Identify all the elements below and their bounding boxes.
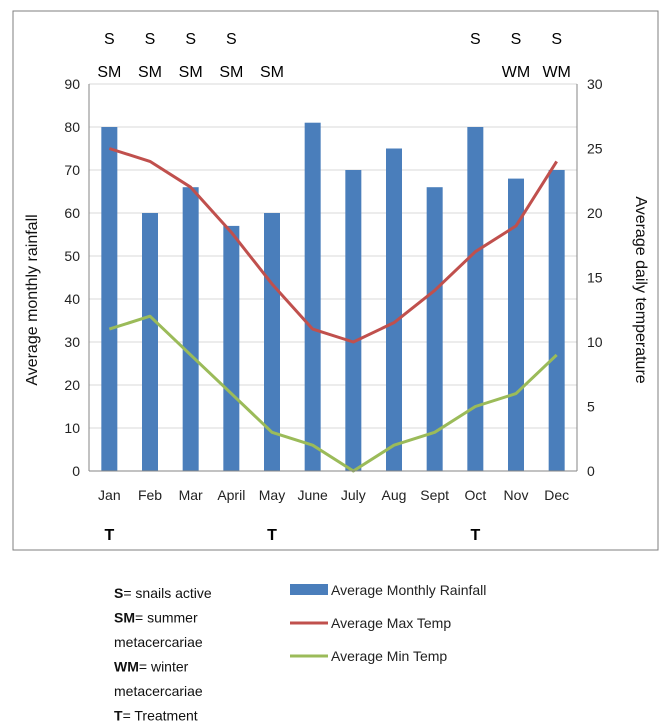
y-tick-label: 0 [72, 463, 80, 479]
legend-label: Average Monthly Rainfall [331, 582, 486, 598]
key-description: metacercariae [114, 683, 203, 699]
metacercariae-mark: WM [542, 64, 570, 81]
y2-axis-title: Average daily temperature [632, 196, 649, 383]
treatment-mark: T [104, 527, 114, 544]
y2-tick-label: 20 [587, 205, 603, 221]
treatment-mark: T [470, 527, 480, 544]
metacercariae-mark: SM [260, 64, 284, 81]
snails-active-mark: S [185, 31, 196, 48]
snails-active-mark: S [145, 31, 156, 48]
rainfall-bar [142, 213, 158, 471]
y2-tick-label: 30 [587, 76, 603, 92]
x-tick-label: Dec [544, 487, 569, 503]
snails-active-mark: S [551, 31, 562, 48]
x-tick-label: Feb [138, 487, 162, 503]
snails-active-mark: S [470, 31, 481, 48]
x-tick-label: Oct [464, 487, 486, 503]
rainfall-bar [426, 187, 443, 471]
key-abbrev: T [114, 708, 123, 724]
min-temp-line [108, 314, 558, 473]
rainfall-bar [548, 170, 565, 471]
key-description: = snails active [123, 585, 212, 601]
max-temp-line [108, 147, 558, 344]
right-axis-ticks: 0 5 10 15 20 25 30 [587, 76, 603, 479]
y-tick-label: 50 [64, 248, 80, 264]
rainfall-bar [508, 178, 524, 471]
key-description: = Treatment [123, 708, 198, 724]
key-description: = winter [139, 659, 189, 675]
key-abbrev: SM [114, 610, 135, 626]
legend: Average Monthly Rainfall Average Max Temp… [290, 582, 486, 664]
top-annotations: S SM S SM S SM S SM SM S S WM S WM [97, 31, 571, 81]
rainfall-bar [182, 187, 199, 471]
key-line: T= Treatment [114, 708, 198, 724]
y2-tick-label: 15 [587, 270, 603, 286]
y2-tick-label: 25 [587, 141, 603, 157]
x-tick-label: Sept [420, 487, 449, 503]
y-tick-label: 40 [64, 291, 80, 307]
key-line: metacercariae [114, 634, 203, 650]
legend-label: Average Min Temp [331, 648, 447, 664]
y-tick-label: 60 [64, 205, 80, 221]
key-abbrev: WM [114, 659, 139, 675]
key-line: metacercariae [114, 683, 203, 699]
rainfall-bar [386, 148, 402, 471]
x-tick-label: May [259, 487, 285, 503]
metacercariae-mark: SM [138, 64, 162, 81]
key-line: WM= winter [114, 659, 189, 675]
rainfall-bar [101, 127, 118, 471]
key-line: S= snails active [114, 585, 212, 601]
temperature-lines [108, 147, 558, 473]
key-description: = summer [135, 610, 198, 626]
rainfall-bar [223, 225, 240, 471]
y-tick-label: 30 [64, 334, 80, 350]
y2-tick-label: 5 [587, 399, 595, 415]
snails-active-mark: S [104, 31, 115, 48]
key-abbrev: S [114, 585, 123, 601]
y-tick-label: 10 [64, 420, 80, 436]
x-tick-label: Mar [179, 487, 203, 503]
key-description: metacercariae [114, 634, 203, 650]
x-tick-label: April [217, 487, 245, 503]
key-line: SM= summer [114, 610, 198, 626]
x-tick-label: Jan [98, 487, 121, 503]
x-tick-label: June [297, 487, 328, 503]
x-tick-label: Aug [382, 487, 407, 503]
legend-swatch-rainfall [290, 584, 328, 595]
rainfall-bars [101, 122, 565, 471]
treatment-mark: T [267, 527, 277, 544]
snails-active-mark: S [226, 31, 237, 48]
metacercariae-mark: WM [502, 64, 530, 81]
y-tick-label: 70 [64, 162, 80, 178]
rainfall-bar [467, 127, 484, 471]
abbreviation-key: S= snails active SM= summer metacercariae W… [114, 585, 212, 724]
x-axis-ticks: Jan Feb Mar April May June July Aug Sept Oct Nov De… [98, 487, 569, 503]
metacercariae-mark: SM [219, 64, 243, 81]
y-tick-label: 80 [64, 119, 80, 135]
snails-active-mark: S [511, 31, 522, 48]
y-tick-label: 90 [64, 76, 80, 92]
legend-label: Average Max Temp [331, 615, 451, 631]
y-axis-title: Average monthly rainfall [24, 214, 41, 385]
y-tick-label: 20 [64, 377, 80, 393]
rainfall-bar [304, 122, 321, 471]
rainfall-bar [345, 170, 362, 471]
y2-tick-label: 0 [587, 463, 595, 479]
y2-tick-label: 10 [587, 334, 603, 350]
left-axis-ticks: 0 10 20 30 40 50 60 70 80 90 [64, 76, 80, 479]
axes [88, 84, 578, 472]
x-tick-label: July [341, 487, 366, 503]
x-tick-label: Nov [504, 487, 529, 503]
metacercariae-mark: SM [179, 64, 203, 81]
metacercariae-mark: SM [97, 64, 121, 81]
